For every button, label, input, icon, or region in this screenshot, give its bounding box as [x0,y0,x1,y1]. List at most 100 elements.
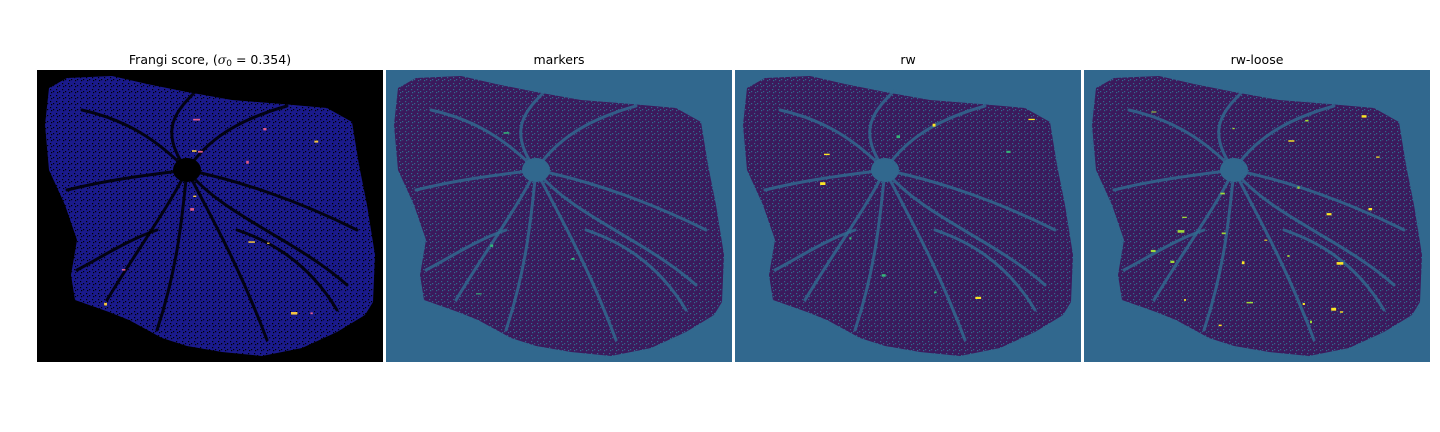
frangi-svg [37,70,383,362]
highlight-speck [1028,118,1035,121]
vessel [853,168,887,332]
highlight-speck [1368,208,1373,211]
highlight-speck [1264,239,1268,241]
highlight-speck [1305,119,1309,122]
highlight-speck [1184,299,1186,301]
highlight-speck [1297,186,1300,189]
highlight-speck [1241,261,1245,265]
highlight-speck [1287,255,1290,257]
panel-title-rw: rw [900,52,916,67]
vessel [429,108,538,172]
vessel [424,228,508,272]
vessel [534,168,708,232]
highlight-speck [1339,311,1343,313]
rw-loose-image [1084,70,1430,362]
highlight-speck [1376,156,1380,158]
vessel [155,168,189,332]
highlight-speck [1151,111,1157,113]
panel-title-frangi: Frangi score, (σ0 = 0.354) [37,52,383,72]
highlight-speck [490,244,494,247]
highlight-speck [193,118,201,121]
highlight-speck [267,242,270,244]
vessel [773,228,857,272]
highlight-speck [190,208,195,211]
vessel [80,108,189,172]
highlight-speck [1220,192,1225,195]
panel-title-markers: markers [533,52,585,67]
highlight-speck [932,123,936,127]
highlight-speck [934,291,937,294]
highlight-speck [263,128,267,131]
highlight-speck [314,140,319,143]
highlight-speck [1246,301,1253,304]
vessel [519,88,548,172]
vessel [1232,168,1406,232]
highlight-speck [820,182,826,185]
highlight-speck [881,274,886,277]
rw-loose-svg [1084,70,1430,362]
title-eq: = 0.354 [231,52,287,67]
markers-svg [386,70,732,362]
vessel [1232,168,1396,287]
highlight-speck [1006,150,1011,153]
highlight-speck [1218,324,1222,327]
highlight-speck [193,195,197,197]
highlight-speck [975,296,982,299]
vessel [1282,228,1386,312]
highlight-speck [310,312,313,315]
vessel [883,168,1047,287]
highlight-speck [121,269,126,271]
vessel [534,168,698,287]
highlight-speck [824,153,830,156]
vessel [1232,168,1316,342]
vessel [1202,168,1236,332]
vessel [504,168,538,332]
highlight-speck [1177,230,1185,233]
rw-image [735,70,1081,362]
vessel [534,168,618,342]
vessel [933,228,1037,312]
vessel [1127,108,1236,172]
vessel [778,108,887,172]
vessel [75,228,159,272]
highlight-speck [476,293,482,295]
highlight-speck [246,160,249,164]
vessel [1217,88,1246,172]
highlight-speck [1361,115,1367,118]
highlight-speck [104,302,107,306]
vessel [235,228,339,312]
highlight-speck [291,312,298,315]
vessel [170,88,199,172]
title-sigma: σ [217,52,227,67]
optic-disc [1220,158,1248,182]
frangi-image [37,70,383,362]
highlight-speck [896,135,900,139]
highlight-speck [1326,213,1332,216]
vessel [584,228,688,312]
highlight-speck [571,258,575,260]
highlight-speck [1302,303,1305,305]
vessel [883,168,967,342]
title-sub: 0 [226,59,232,69]
highlight-speck [192,150,197,152]
highlight-speck [849,237,852,240]
optic-disc [871,158,899,182]
highlight-speck [1170,260,1175,263]
title-prefix: Frangi score, ( [128,52,218,67]
vessel [185,168,269,342]
vessel [1122,228,1206,272]
highlight-speck [198,150,203,153]
vessel [185,168,359,232]
highlight-speck [1221,232,1226,235]
highlight-speck [1336,262,1344,265]
highlight-speck [1182,216,1187,218]
optic-disc [522,158,550,182]
highlight-speck [503,132,510,134]
markers-image [386,70,732,362]
highlight-speck [1232,127,1235,130]
panel-title-rw-loose: rw-loose [1230,52,1284,67]
rw-svg [735,70,1081,362]
highlight-speck [1310,320,1312,324]
title-suffix: ) [286,52,292,67]
highlight-speck [1288,140,1295,142]
